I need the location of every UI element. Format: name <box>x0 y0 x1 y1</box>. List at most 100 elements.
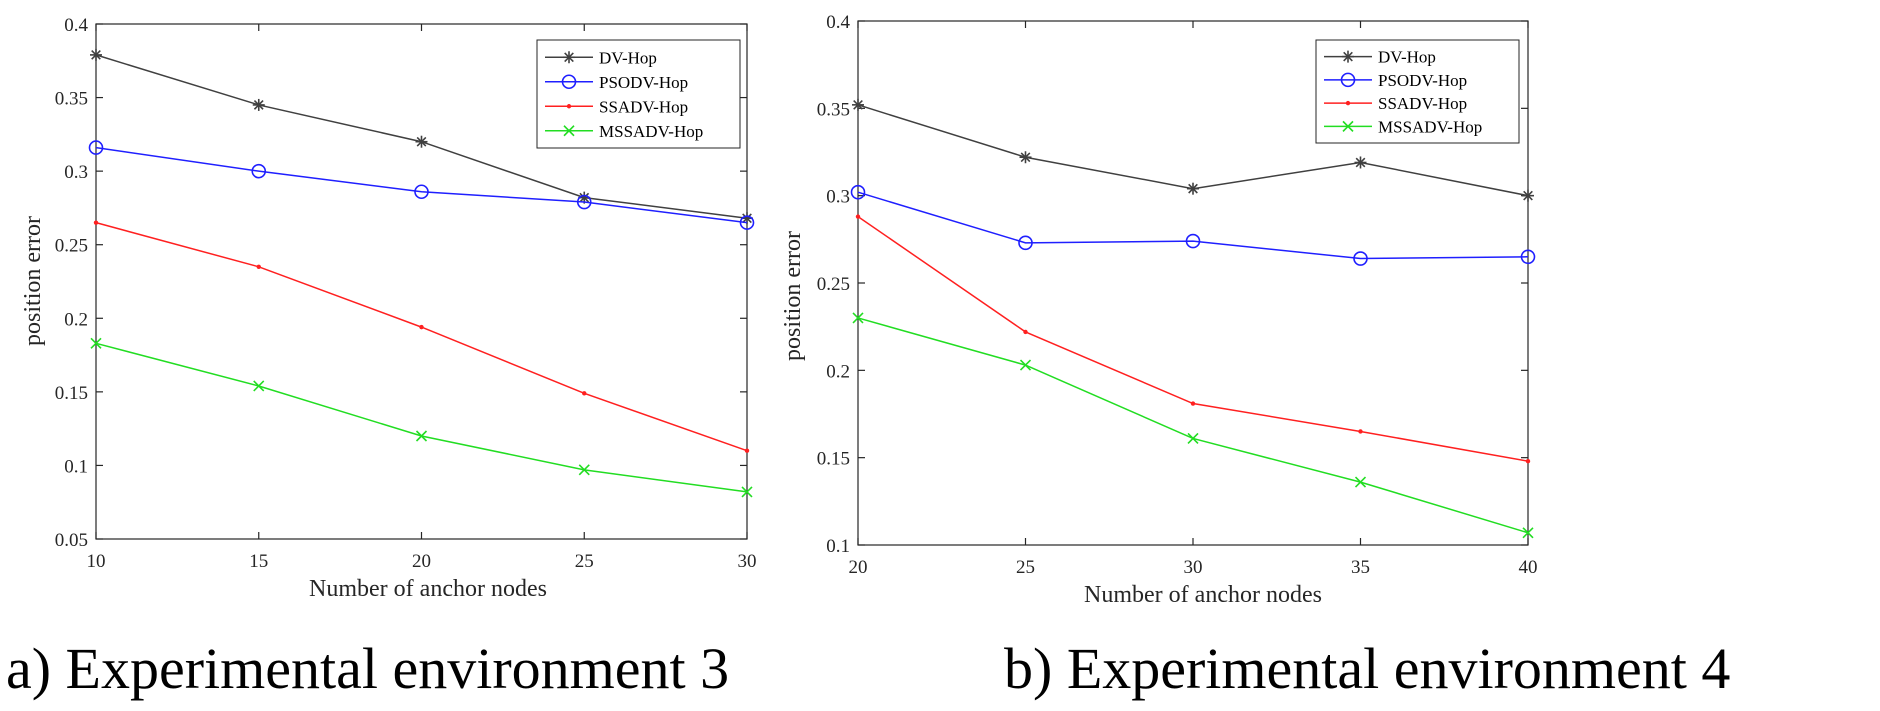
y-tick-label: 0.25 <box>55 236 88 257</box>
data-point <box>90 337 102 349</box>
legend: DV-Hop PSODV-Hop SSADV-Hop MSSADV-Hop <box>536 39 741 149</box>
y-tick-label: 0.3 <box>826 187 850 208</box>
chart-panel-b: 20 25 30 35 40 0.1 0.15 0.2 0.25 0.3 0.35 0.4 DV-Hop… <box>780 12 1730 701</box>
data-point <box>415 430 428 442</box>
series-line <box>95 146 748 224</box>
x-tick-label: 30 <box>1184 557 1203 578</box>
x-axis-label: Number of anchor nodes <box>309 576 547 602</box>
data-point <box>578 464 590 476</box>
data-point <box>253 380 265 392</box>
data-point <box>1018 235 1033 251</box>
legend-item: DV-Hop <box>1324 48 1436 67</box>
legend-marker <box>563 51 575 64</box>
chart-caption: a) Experimental environment 3 <box>6 636 729 701</box>
data-point <box>1190 401 1196 406</box>
legend-label: DV-Hop <box>599 48 657 67</box>
y-tick-label: 0.05 <box>55 530 88 551</box>
legend-item: SSADV-Hop <box>545 97 688 116</box>
y-tick-label: 0.4 <box>826 12 850 33</box>
data-point <box>1185 233 1201 249</box>
y-axis-label: position error <box>780 231 806 361</box>
series-mssadv-hop <box>90 337 753 498</box>
data-point <box>1522 189 1534 202</box>
legend-item: DV-Hop <box>545 48 657 67</box>
y-tick-label: 0.4 <box>64 15 88 36</box>
y-tick-label: 0.15 <box>817 449 850 470</box>
legend-item: MSSADV-Hop <box>1324 117 1482 136</box>
chart-caption: b) Experimental environment 4 <box>1004 636 1730 701</box>
data-point <box>576 194 592 210</box>
legend-label: DV-Hop <box>1378 48 1436 67</box>
data-point <box>1522 527 1534 539</box>
data-point <box>88 140 104 155</box>
legend-item: SSADV-Hop <box>1324 94 1467 113</box>
legend-marker <box>563 125 575 137</box>
x-tick-label: 25 <box>575 551 594 572</box>
x-tick-label: 15 <box>249 551 268 572</box>
data-point <box>744 448 750 453</box>
data-point <box>1187 182 1199 195</box>
series-dv-hop <box>852 98 1534 202</box>
legend-marker <box>1342 120 1354 132</box>
x-tick-label: 20 <box>849 557 868 578</box>
legend-marker <box>561 74 577 90</box>
data-point <box>741 486 753 498</box>
data-point <box>852 98 864 111</box>
legend-label: PSODV-Hop <box>1378 71 1467 90</box>
series-psodv-hop <box>850 184 1536 266</box>
legend-marker <box>566 104 572 109</box>
data-point <box>1019 151 1032 164</box>
x-tick-label: 10 <box>87 551 106 572</box>
data-point <box>252 98 265 111</box>
data-point <box>256 264 261 269</box>
y-tick-label: 0.3 <box>64 162 88 183</box>
data-point <box>739 215 755 230</box>
data-point <box>415 135 428 148</box>
y-tick-label: 0.1 <box>64 456 88 477</box>
data-point <box>1354 156 1367 169</box>
data-point <box>90 48 102 61</box>
y-tick-label: 0.2 <box>826 361 850 382</box>
series-ssadv-hop <box>93 220 750 453</box>
chart-panel-a: 10 15 20 25 30 0.05 0.1 0.15 0.2 0.25 0.3 0.35 0.4 DV… <box>6 15 757 701</box>
legend-label: SSADV-Hop <box>599 97 688 116</box>
data-point <box>850 184 866 200</box>
legend-marker <box>1345 100 1351 106</box>
series-dv-hop <box>90 48 753 225</box>
x-tick-label: 20 <box>412 551 431 572</box>
legend-label: PSODV-Hop <box>599 73 688 92</box>
data-point <box>1520 249 1536 265</box>
y-tick-label: 0.35 <box>817 99 850 120</box>
y-tick-label: 0.15 <box>55 383 88 404</box>
data-point <box>1187 432 1199 445</box>
legend: DV-Hop PSODV-Hop SSADV-Hop MSSADV-Hop <box>1315 39 1520 144</box>
data-point <box>582 391 587 396</box>
series-ssadv-hop <box>855 214 1531 464</box>
legend-label: SSADV-Hop <box>1378 94 1467 113</box>
data-point <box>93 220 99 225</box>
legend-marker <box>1342 50 1354 63</box>
data-point <box>1019 359 1032 371</box>
x-tick-label: 40 <box>1519 557 1538 578</box>
data-point <box>1354 476 1367 488</box>
data-point <box>852 312 864 324</box>
y-tick-label: 0.25 <box>817 274 850 295</box>
x-axis-label: Number of anchor nodes <box>1084 582 1322 608</box>
x-tick-label: 25 <box>1016 557 1035 578</box>
x-tick-label: 35 <box>1351 557 1370 578</box>
y-tick-label: 0.35 <box>55 89 88 110</box>
x-tick-label: 30 <box>738 551 757 572</box>
legend-item: PSODV-Hop <box>1324 71 1467 90</box>
y-tick-label: 0.1 <box>826 536 850 557</box>
data-point <box>414 184 429 200</box>
legend-marker <box>1340 72 1356 88</box>
data-point <box>1525 458 1531 464</box>
y-tick-label: 0.2 <box>64 309 88 330</box>
series-line <box>857 191 1529 260</box>
data-point <box>1358 429 1363 434</box>
y-axis-label: position error <box>20 216 46 346</box>
data-point <box>1023 329 1028 335</box>
series-psodv-hop <box>88 140 755 230</box>
data-point <box>1353 251 1368 266</box>
